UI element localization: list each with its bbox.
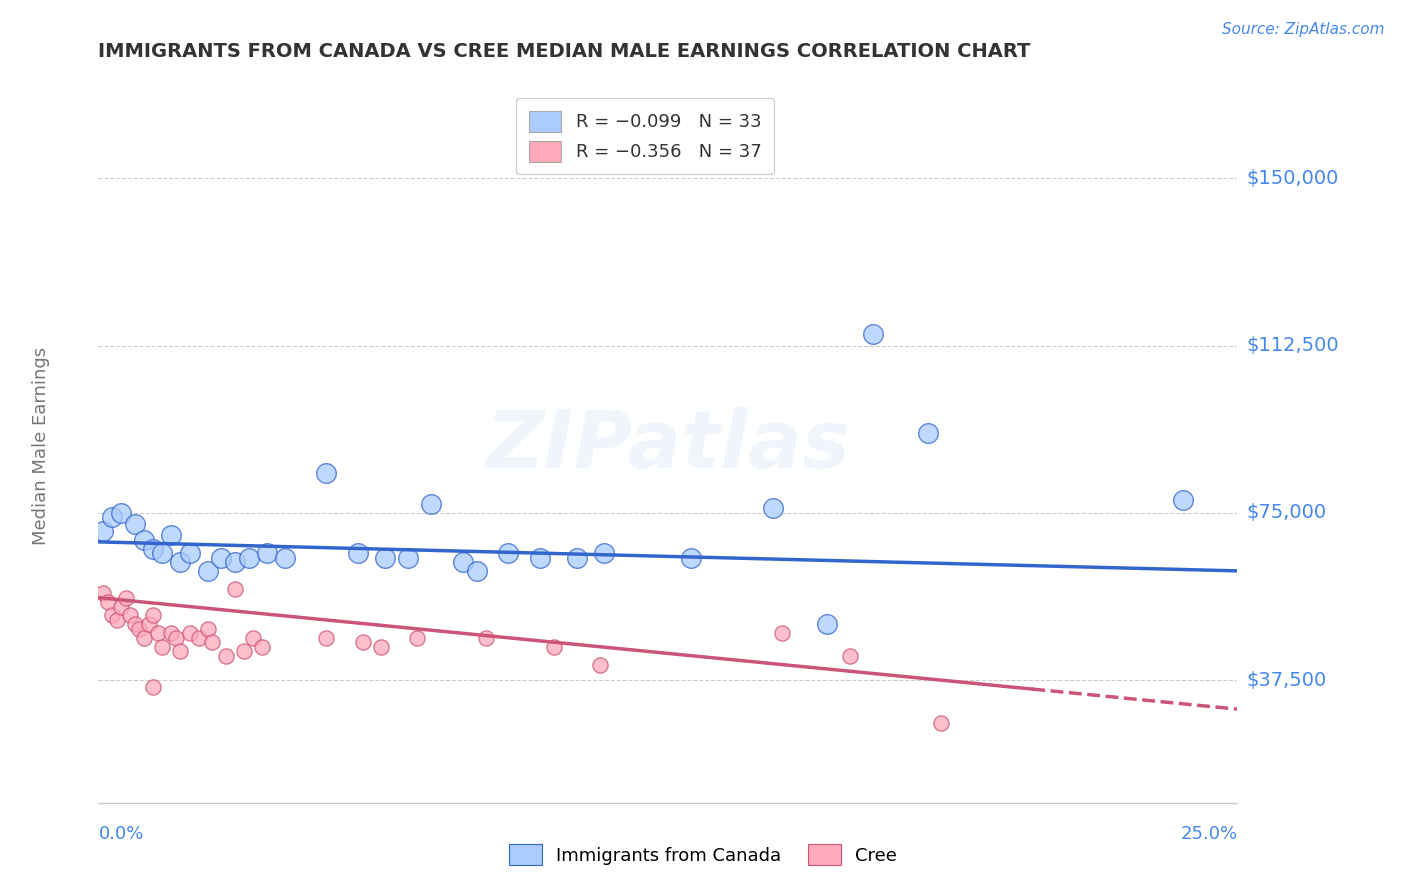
Point (101, 510, 124, 524)
Point (128, 622, 150, 636)
Point (593, 546, 616, 560)
Text: ZIPatlas: ZIPatlas (485, 407, 851, 485)
Point (370, 640, 392, 654)
Point (224, 582, 246, 596)
Legend: R = −0.099   N = 33, R = −0.356   N = 37: R = −0.099 N = 33, R = −0.356 N = 37 (516, 98, 775, 174)
Point (142, 680, 165, 694)
Text: $112,500: $112,500 (1246, 336, 1339, 355)
Point (315, 466, 337, 480)
Text: 0.0%: 0.0% (98, 825, 143, 843)
Point (529, 550, 551, 565)
Point (179, 626, 201, 640)
Point (256, 546, 278, 560)
Legend: Immigrants from Canada, Cree: Immigrants from Canada, Cree (501, 835, 905, 874)
Point (124, 516, 146, 531)
Point (474, 631, 496, 645)
Text: 25.0%: 25.0% (1180, 825, 1237, 843)
Point (374, 550, 396, 565)
Point (169, 644, 191, 658)
Point (142, 541, 165, 556)
Point (465, 564, 488, 578)
Point (352, 635, 374, 649)
Text: $75,000: $75,000 (1246, 503, 1326, 523)
Point (451, 555, 474, 569)
Point (839, 648, 862, 663)
Point (169, 555, 191, 569)
Point (770, 626, 793, 640)
Point (224, 555, 246, 569)
Point (120, 608, 142, 623)
Point (138, 617, 160, 632)
Point (215, 648, 238, 663)
Point (187, 631, 209, 645)
Point (91, 586, 114, 600)
Point (862, 327, 884, 342)
Point (132, 533, 155, 547)
Point (179, 546, 201, 560)
Point (96, 595, 118, 609)
Text: Source: ZipAtlas.com: Source: ZipAtlas.com (1222, 22, 1385, 37)
Point (110, 599, 132, 614)
Point (315, 631, 337, 645)
Point (132, 631, 155, 645)
Point (406, 631, 429, 645)
Point (146, 626, 169, 640)
Point (238, 550, 260, 565)
Point (165, 631, 187, 645)
Point (420, 497, 443, 511)
Point (150, 640, 173, 654)
Point (197, 622, 219, 636)
Point (101, 608, 124, 623)
Point (110, 506, 132, 520)
Point (396, 550, 419, 565)
Point (201, 635, 224, 649)
Point (233, 644, 256, 658)
Text: $37,500: $37,500 (1246, 671, 1327, 690)
Point (498, 546, 520, 560)
Text: $150,000: $150,000 (1246, 169, 1339, 188)
Point (114, 591, 136, 605)
Point (160, 626, 183, 640)
Point (588, 657, 610, 672)
Text: Median Male Earnings: Median Male Earnings (32, 347, 51, 545)
Point (160, 528, 183, 542)
Point (815, 617, 838, 632)
Point (242, 631, 264, 645)
Text: IMMIGRANTS FROM CANADA VS CREE MEDIAN MALE EARNINGS CORRELATION CHART: IMMIGRANTS FROM CANADA VS CREE MEDIAN MA… (98, 42, 1031, 61)
Point (1171, 492, 1194, 507)
Point (565, 550, 588, 565)
Point (105, 613, 128, 627)
Point (124, 617, 146, 632)
Point (679, 550, 702, 565)
Point (543, 640, 565, 654)
Point (274, 550, 297, 565)
Point (150, 546, 173, 560)
Point (91, 524, 114, 538)
Point (929, 715, 952, 730)
Point (197, 564, 219, 578)
Point (347, 546, 370, 560)
Point (762, 501, 785, 516)
Point (142, 608, 165, 623)
Point (917, 425, 939, 440)
Point (209, 550, 232, 565)
Point (252, 640, 274, 654)
